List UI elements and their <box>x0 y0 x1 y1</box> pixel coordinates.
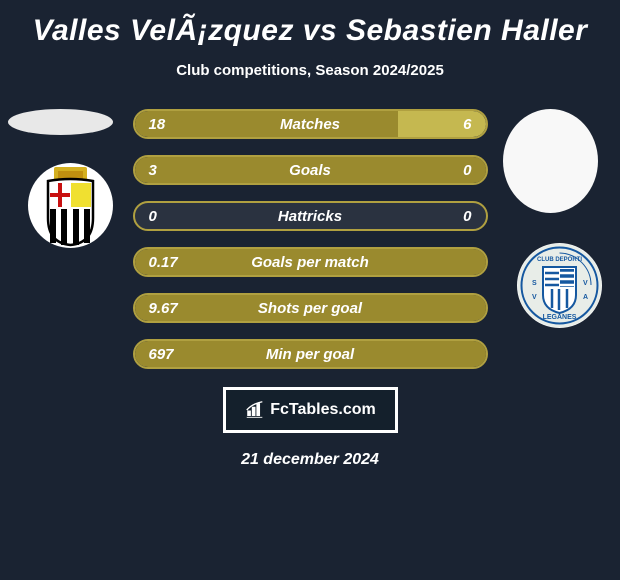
stat-row: 18Matches6 <box>133 109 488 139</box>
svg-text:A: A <box>583 294 588 301</box>
player2-club-badge: CLUB DEPORTI LEGANES S V V A <box>517 243 602 328</box>
stat-value-right: 0 <box>463 208 471 225</box>
club2-badge-icon: CLUB DEPORTI LEGANES S V V A <box>517 243 602 328</box>
stat-label: Min per goal <box>135 346 486 363</box>
chart-icon <box>244 399 266 421</box>
main-area: CLUB DEPORTI LEGANES S V V A 18Matches6 3… <box>0 109 620 369</box>
stat-row: 0Hattricks0 <box>133 201 488 231</box>
footer-brand-badge: FcTables.com <box>223 387 398 433</box>
stat-value-right: 6 <box>463 116 471 133</box>
footer-brand-text: FcTables.com <box>270 401 376 419</box>
date-text: 21 december 2024 <box>241 451 379 469</box>
stat-label: Goals per match <box>135 254 486 271</box>
stat-row: 9.67Shots per goal <box>133 293 488 323</box>
svg-text:V: V <box>532 294 537 301</box>
subtitle: Club competitions, Season 2024/2025 <box>176 62 444 79</box>
infographic-container: Valles VelÃ¡zquez vs Sebastien Haller Cl… <box>0 0 620 479</box>
player2-photo <box>503 109 598 213</box>
svg-text:V: V <box>583 280 588 287</box>
stat-label: Matches <box>135 116 486 133</box>
club1-badge-icon <box>28 163 113 248</box>
svg-text:S: S <box>532 280 537 287</box>
stat-row: 3Goals0 <box>133 155 488 185</box>
page-title: Valles VelÃ¡zquez vs Sebastien Haller <box>33 14 588 48</box>
stat-label: Hattricks <box>135 208 486 225</box>
stat-label: Goals <box>135 162 486 179</box>
player1-club-badge <box>28 163 113 248</box>
svg-text:CLUB DEPORTI: CLUB DEPORTI <box>537 257 582 263</box>
stat-row: 0.17Goals per match <box>133 247 488 277</box>
stat-value-right: 0 <box>463 162 471 179</box>
player1-photo <box>8 109 113 135</box>
stats-column: 18Matches63Goals00Hattricks00.17Goals pe… <box>133 109 488 369</box>
svg-text:LEGANES: LEGANES <box>543 314 577 321</box>
stat-row: 697Min per goal <box>133 339 488 369</box>
stat-label: Shots per goal <box>135 300 486 317</box>
